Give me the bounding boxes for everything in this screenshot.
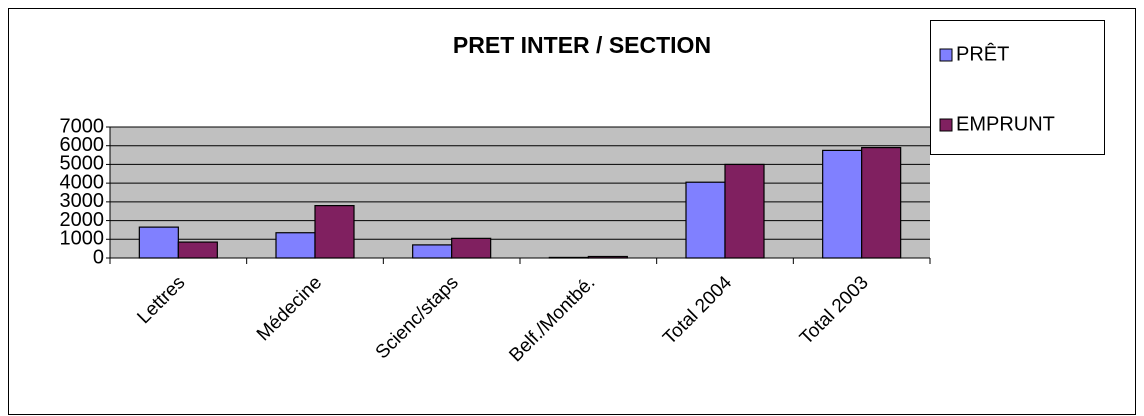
bar <box>548 256 589 259</box>
legend-swatch <box>939 118 953 132</box>
bar <box>138 226 179 259</box>
bar <box>314 205 355 259</box>
y-tick-label: 1000 <box>60 228 105 250</box>
chart-title: PRET INTER / SECTION <box>453 32 711 58</box>
y-tick-label: 6000 <box>60 134 105 156</box>
y-tick-label: 3000 <box>60 190 105 212</box>
bar <box>861 146 902 259</box>
bar <box>177 241 218 259</box>
legend-swatch <box>939 48 953 62</box>
y-tick-label: 7000 <box>60 115 105 137</box>
legend-box <box>930 20 1105 155</box>
y-tick-label: 0 <box>93 246 104 268</box>
y-tick-label: 4000 <box>60 171 105 193</box>
bar <box>451 237 492 259</box>
legend-label: PRÊT <box>956 42 1009 65</box>
bar <box>412 244 453 259</box>
bar <box>724 163 765 259</box>
legend-label: EMPRUNT <box>956 113 1055 135</box>
bar <box>275 232 316 259</box>
bar <box>822 149 863 259</box>
bar <box>587 255 628 259</box>
bar <box>685 181 726 259</box>
plot-area <box>110 127 930 258</box>
y-tick-label: 2000 <box>60 209 105 231</box>
y-tick-label: 5000 <box>60 153 105 175</box>
